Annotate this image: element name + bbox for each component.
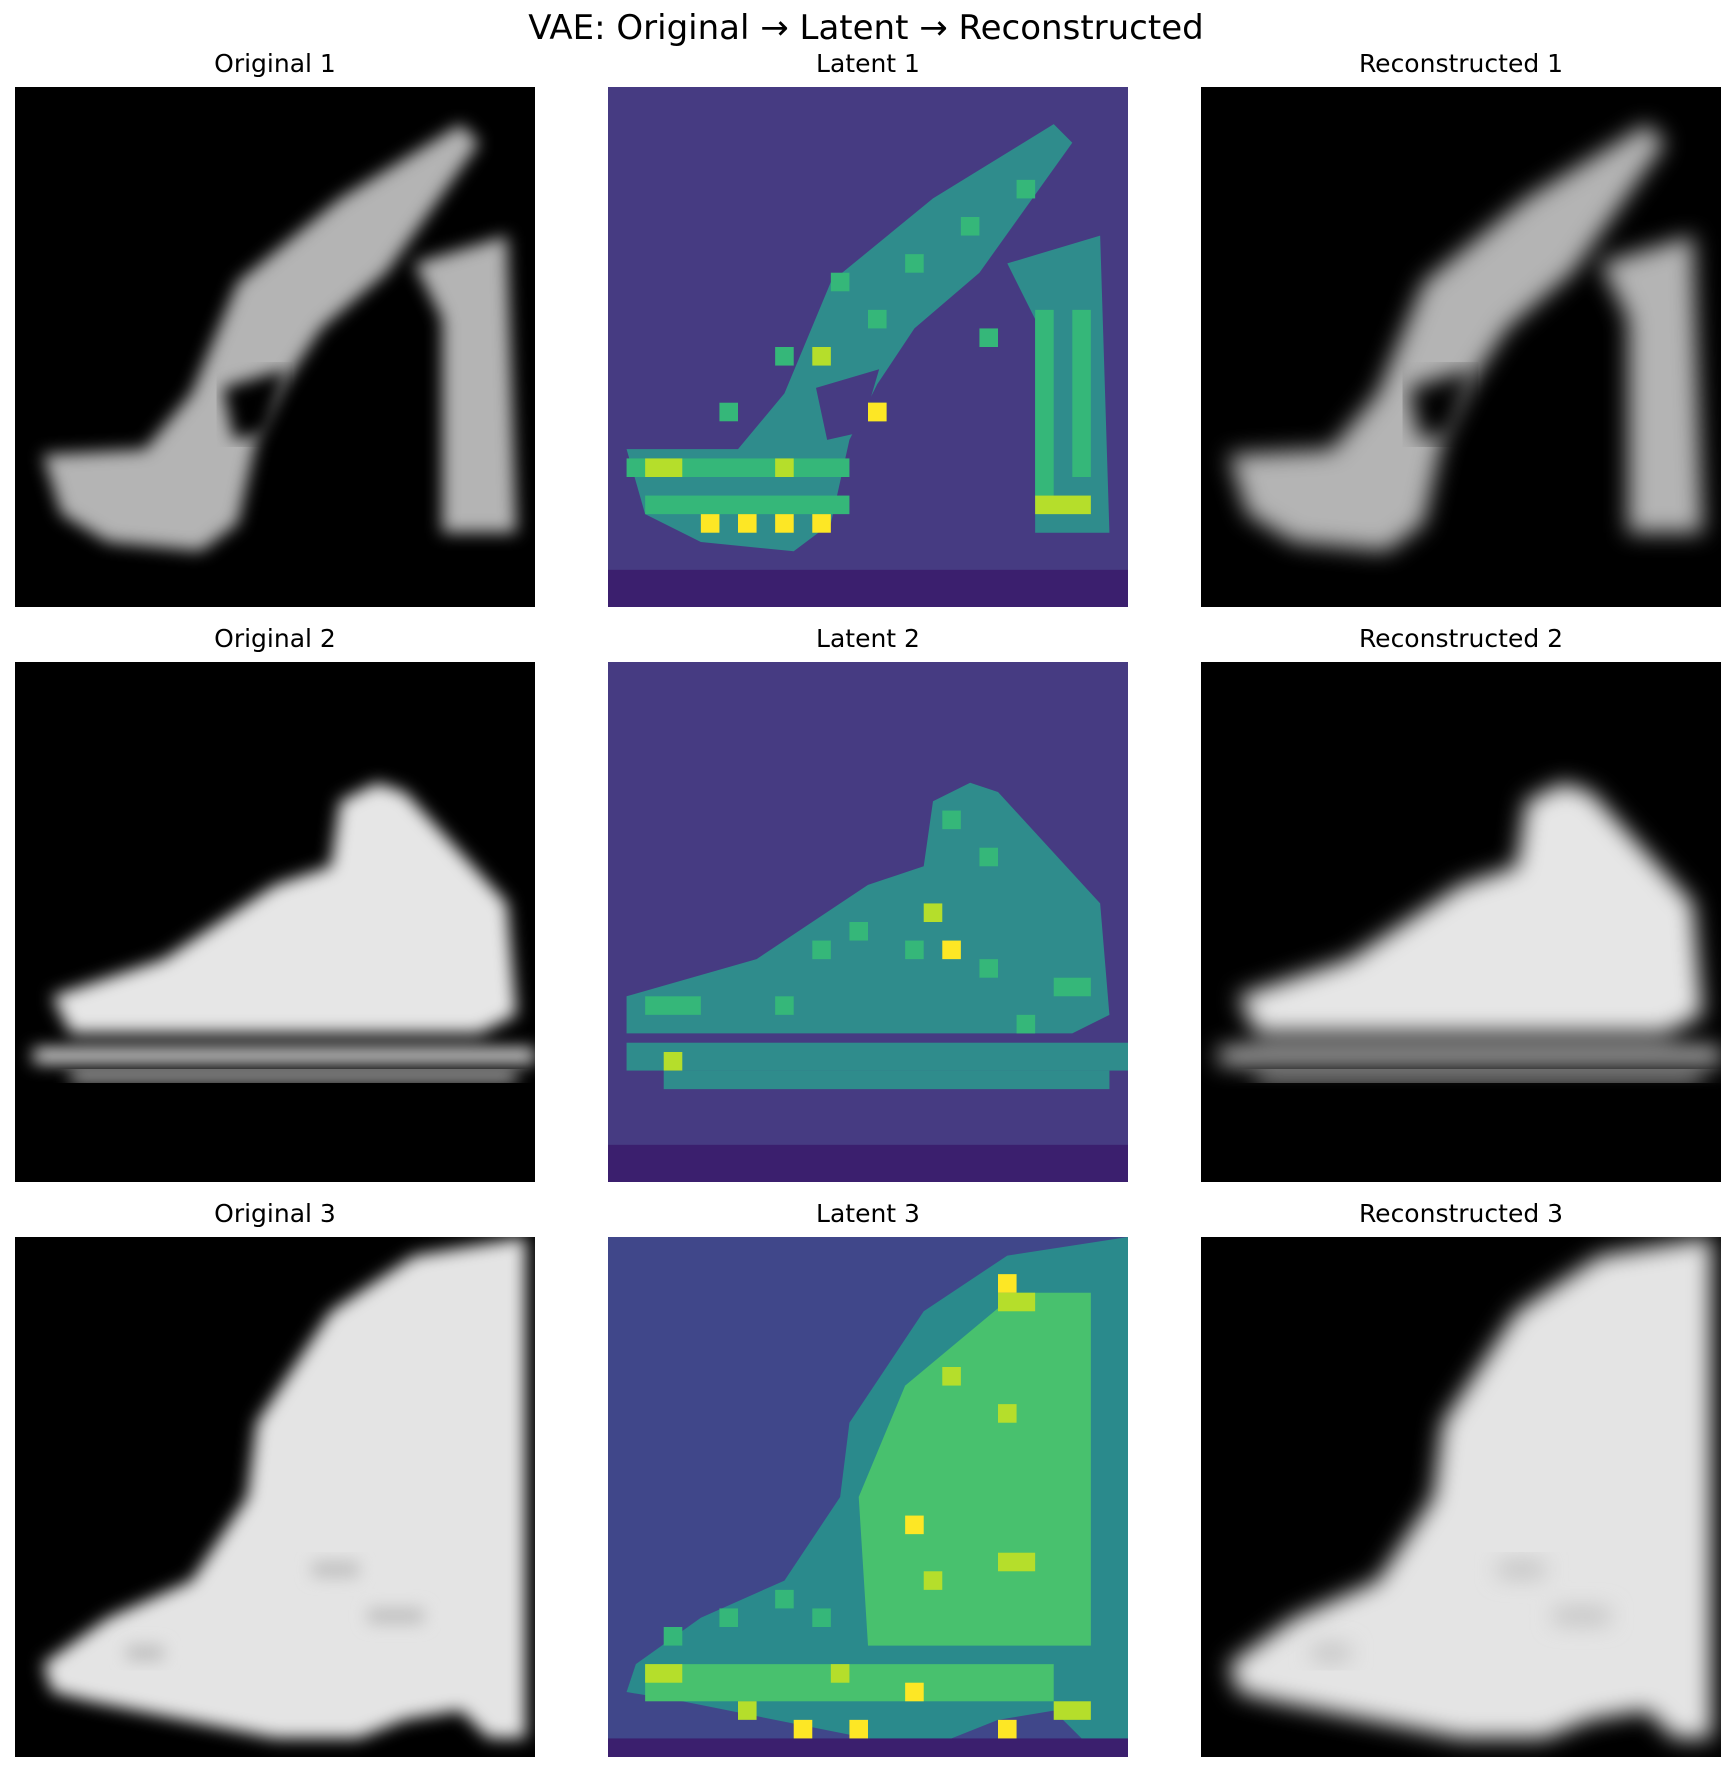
original-2-image [15,662,535,1182]
figure-title: VAE: Original → Latent → Reconstructed [528,8,1204,48]
latent-2-heatmap [608,662,1128,1182]
original-3-title: Original 3 [214,1199,336,1228]
latent-1-heatmap [608,87,1128,607]
latent-3-heatmap [608,1237,1128,1757]
original-3-image [15,1237,535,1757]
original-1-title: Original 1 [214,49,336,78]
original-1-image [15,87,535,607]
reconstructed-2-title: Reconstructed 2 [1358,624,1564,653]
reconstructed-3-title: Reconstructed 3 [1358,1199,1564,1228]
latent-1-title: Latent 1 [816,49,920,78]
latent-3-title: Latent 3 [816,1199,920,1228]
latent-2-title: Latent 2 [816,624,920,653]
reconstructed-1-image [1201,87,1721,607]
reconstructed-2-image [1201,662,1721,1182]
original-2-title: Original 2 [214,624,336,653]
reconstructed-3-image [1201,1237,1721,1757]
reconstructed-1-title: Reconstructed 1 [1358,49,1564,78]
